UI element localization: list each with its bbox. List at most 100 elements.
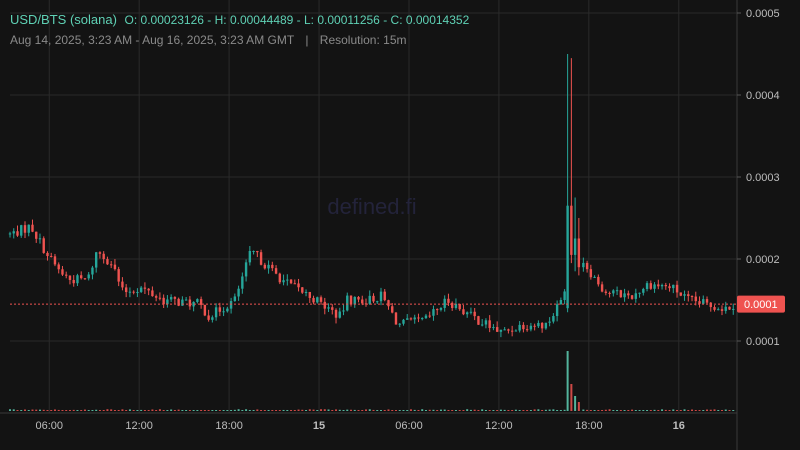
candle-body bbox=[480, 324, 484, 326]
volume-bar bbox=[27, 410, 30, 411]
volume-bar bbox=[706, 409, 709, 411]
volume-bar bbox=[222, 410, 225, 411]
volume-bars bbox=[9, 351, 735, 411]
volume-bar bbox=[627, 410, 630, 411]
volume-bar bbox=[346, 409, 349, 411]
candle-body bbox=[413, 317, 416, 320]
volume-bar bbox=[53, 409, 56, 411]
volume-bar bbox=[593, 410, 596, 411]
candle-body bbox=[443, 298, 446, 308]
candle-body bbox=[286, 279, 289, 281]
volume-bar bbox=[679, 410, 682, 411]
volume-bar bbox=[301, 409, 304, 411]
volume-bar bbox=[143, 410, 146, 411]
candle-body bbox=[166, 299, 169, 305]
candle-body bbox=[271, 264, 274, 269]
candle-body bbox=[256, 250, 259, 253]
pair-name[interactable]: USD/BTS (solana) bbox=[10, 12, 117, 27]
volume-bar bbox=[16, 410, 19, 411]
volume-bar bbox=[533, 409, 536, 411]
volume-bar bbox=[653, 409, 656, 411]
candle-body bbox=[289, 279, 293, 284]
volume-bar bbox=[185, 410, 188, 411]
candle-body bbox=[31, 224, 34, 232]
candle-body bbox=[319, 297, 323, 302]
volume-bar bbox=[117, 410, 120, 411]
volume-bar bbox=[368, 409, 371, 411]
volume-bar bbox=[357, 410, 360, 411]
candle-body bbox=[428, 315, 431, 317]
time-tick-label: 15 bbox=[313, 420, 325, 432]
candle-body bbox=[436, 309, 439, 311]
candle-body bbox=[608, 292, 611, 294]
candle-body bbox=[76, 275, 79, 284]
volume-bar bbox=[230, 410, 233, 411]
volume-bar bbox=[473, 409, 476, 411]
volume-bar bbox=[623, 410, 626, 411]
volume-bar bbox=[402, 410, 405, 411]
price-tag-label: 0.0001 bbox=[744, 299, 778, 311]
candle-body bbox=[573, 238, 577, 255]
volume-bar bbox=[443, 409, 446, 411]
watermark: defined.fi bbox=[327, 194, 416, 219]
volume-bar bbox=[125, 410, 128, 411]
volume-bar bbox=[638, 410, 641, 411]
candle-body bbox=[600, 284, 604, 292]
candle-body bbox=[12, 231, 15, 234]
candle-body bbox=[694, 296, 697, 302]
candle-body bbox=[8, 233, 12, 235]
candle-body bbox=[316, 297, 319, 303]
candle-body bbox=[642, 288, 645, 293]
price-tick-label: 0.0003 bbox=[746, 172, 780, 184]
candle-body bbox=[555, 304, 559, 317]
candle-body bbox=[184, 299, 188, 301]
candle-body bbox=[604, 291, 608, 293]
candle-body bbox=[510, 330, 514, 332]
volume-bar bbox=[65, 410, 68, 411]
candle-body bbox=[447, 298, 450, 303]
volume-bar bbox=[417, 410, 420, 411]
candle-body bbox=[724, 306, 727, 311]
candle-body bbox=[349, 295, 353, 305]
candle-body bbox=[582, 262, 585, 268]
volume-bar bbox=[263, 410, 266, 411]
candle-body bbox=[529, 325, 533, 330]
volume-bar bbox=[676, 410, 679, 411]
candle-body bbox=[477, 316, 480, 325]
candle-body bbox=[679, 292, 682, 296]
candle-body bbox=[87, 274, 90, 279]
candle-body bbox=[690, 296, 694, 298]
time-tick-label: 12:00 bbox=[125, 420, 153, 432]
volume-bar bbox=[454, 410, 457, 411]
volume-bar bbox=[436, 410, 439, 411]
candle-body bbox=[469, 311, 473, 313]
volume-bar bbox=[42, 409, 45, 411]
volume-bar bbox=[713, 409, 716, 411]
volume-bar bbox=[196, 410, 199, 411]
volume-bar bbox=[50, 410, 53, 411]
volume-bar bbox=[728, 410, 731, 411]
volume-bar bbox=[469, 409, 472, 411]
volume-bar bbox=[683, 409, 686, 411]
volume-bar bbox=[507, 410, 510, 411]
candle-body bbox=[683, 294, 686, 296]
candle-body bbox=[709, 302, 712, 308]
volume-bar bbox=[342, 410, 345, 411]
volume-bar bbox=[211, 410, 214, 411]
volume-bar bbox=[717, 410, 720, 411]
candle-body bbox=[342, 310, 345, 312]
chart-legend: USD/BTS (solana) O: 0.00023126 - H: 0.00… bbox=[10, 12, 469, 27]
candle-body bbox=[597, 276, 600, 285]
candle-body bbox=[368, 295, 371, 304]
volume-bar bbox=[110, 409, 113, 411]
volume-bar bbox=[582, 409, 585, 411]
candle-body bbox=[192, 301, 195, 307]
candle-body bbox=[98, 252, 102, 254]
volume-bar bbox=[102, 410, 105, 411]
candle-body bbox=[383, 291, 386, 301]
volume-bar bbox=[387, 409, 390, 411]
current-price-tag: 0.0001 bbox=[737, 295, 785, 313]
candle-body bbox=[301, 287, 304, 293]
